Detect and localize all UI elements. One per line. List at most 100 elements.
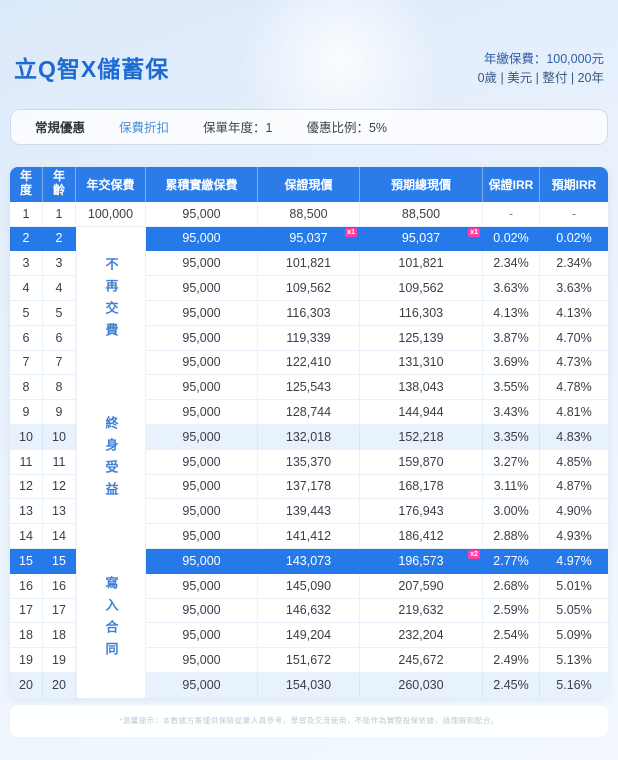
cell-expected-irr: 5.09% — [540, 623, 608, 649]
cell-guaranteed-cash-value: 109,562 — [258, 276, 360, 301]
cell-age: 3 — [43, 251, 76, 277]
cell-age: 5 — [43, 300, 76, 326]
column-header: 保證IRR — [483, 166, 540, 202]
cell-expected-total-value: 176,943 — [360, 499, 483, 525]
cell-policy-year: 19 — [10, 648, 43, 673]
cell-guaranteed-cash-value: 145,090 — [258, 573, 360, 599]
cell-policy-year: 3 — [10, 251, 43, 277]
cell-age: 13 — [43, 499, 76, 525]
cell-guaranteed-irr: 2.68% — [483, 573, 540, 599]
table-header-row: 年度 年齡 年交保費 累積實繳保費 保證現價 預期總現價 保證IRR 預期IRR — [10, 166, 608, 202]
cell-expected-irr: - — [540, 202, 608, 227]
cell-guaranteed-irr: - — [483, 201, 540, 227]
cell-guaranteed-irr: 3.43% — [483, 400, 540, 425]
column-header: 累積實繳保費 — [146, 166, 258, 202]
cell-age: 2 — [43, 226, 76, 252]
cell-cumulative-premium: 95,000 — [146, 325, 258, 351]
cell-age: 6 — [43, 325, 76, 351]
insured-profile-text: 0歲 | 美元 | 整付 | 20年 — [477, 71, 604, 86]
cell-guaranteed-irr: 2.88% — [483, 524, 540, 549]
cell-expected-irr: 3.63% — [540, 276, 608, 301]
cell-guaranteed-cash-value: 141,412 — [258, 524, 360, 549]
cell-guaranteed-irr: 3.55% — [483, 375, 540, 401]
cell-expected-total-value: 138,043 — [360, 375, 483, 401]
cell-cumulative-premium: 95,000 — [146, 375, 258, 401]
multiplier-badge: x1 — [345, 227, 357, 237]
cell-guaranteed-cash-value: 128,744 — [258, 400, 360, 425]
cell-expected-irr: 4.81% — [540, 400, 608, 425]
cell-policy-year: 20 — [10, 672, 43, 698]
cell-cumulative-premium: 95,000 — [146, 648, 258, 673]
cell-expected-total-value: 186,412 — [360, 524, 483, 549]
cell-expected-irr: 4.70% — [540, 326, 608, 351]
cell-guaranteed-cash-value: 119,339 — [258, 325, 360, 351]
cell-guaranteed-irr: 3.00% — [483, 499, 540, 525]
cell-age: 19 — [43, 648, 76, 673]
cell-expected-total-value: 159,870 — [360, 449, 483, 475]
cell-expected-irr: 4.97% — [540, 548, 608, 574]
cell-expected-irr: 4.93% — [540, 524, 608, 549]
multiplier-badge: x1 — [468, 227, 480, 237]
cell-policy-year: 15 — [10, 548, 43, 574]
cell-expected-total-value: 116,303 — [360, 300, 483, 326]
cell-policy-year: 4 — [10, 276, 43, 301]
cell-guaranteed-cash-value: 116,303 — [258, 300, 360, 326]
cell-expected-irr: 5.05% — [540, 599, 608, 624]
cell-policy-year: 10 — [10, 424, 43, 450]
cell-expected-total-value: 168,178 — [360, 474, 483, 500]
cell-expected-total-value: 232,204 — [360, 623, 483, 649]
cell-expected-total-value: 207,590 — [360, 573, 483, 599]
cell-policy-year: 5 — [10, 300, 43, 326]
policy-meta: 年繳保費：100,000元 0歲 | 美元 | 整付 | 20年 — [478, 50, 604, 89]
merged-premium-column: 不再交費 終身受益 寫入合同 — [76, 226, 146, 698]
cell-guaranteed-irr: 4.13% — [483, 300, 540, 326]
table-body: 不再交費 終身受益 寫入合同 1 1 100,000 95,000 88,500… — [10, 201, 608, 698]
cell-guaranteed-irr: 0.02% — [483, 226, 540, 252]
cell-cumulative-premium: 95,000 — [146, 226, 258, 252]
table-row: 1 1 100,000 95,000 88,500 88,500 - - — [10, 201, 608, 227]
promo-discount-ratio: 優惠比例：5% — [306, 121, 388, 136]
promo-policy-year: 保單年度：1 — [203, 121, 273, 136]
cell-guaranteed-cash-value: 146,632 — [258, 598, 360, 624]
cell-cumulative-premium: 95,000 — [146, 524, 258, 549]
page-title: 立Q智X儲蓄保 — [14, 56, 170, 82]
cell-expected-total-value: 260,030 — [360, 672, 483, 698]
cell-expected-irr: 4.83% — [540, 424, 608, 450]
cell-cumulative-premium: 95,000 — [146, 424, 258, 450]
cell-expected-total-value: 125,139 — [360, 325, 483, 351]
promo-type-link[interactable]: 保費折扣 — [119, 121, 170, 136]
column-header: 年齡 — [43, 166, 76, 202]
cell-age: 8 — [43, 375, 76, 401]
column-header: 年交保費 — [76, 166, 146, 202]
cell-guaranteed-cash-value: 139,443 — [258, 499, 360, 525]
cell-cumulative-premium: 95,000 — [146, 598, 258, 624]
promo-bar: 常規優惠 保費折扣 保單年度：1 優惠比例：5% — [10, 108, 608, 145]
page-header: 立Q智X儲蓄保 年繳保費：100,000元 0歲 | 美元 | 整付 | 20年 — [14, 0, 604, 89]
cell-guaranteed-cash-value: 149,204 — [258, 623, 360, 649]
multiplier-badge: x2 — [468, 549, 480, 559]
cell-expected-total-value: 219,632 — [360, 598, 483, 624]
cell-cumulative-premium: 95,000 — [146, 350, 258, 376]
column-header: 預期總現價 — [360, 166, 483, 202]
cell-cumulative-premium: 95,000 — [146, 449, 258, 475]
disclaimer-text: *溫馨提示：本數據方案僅供保險從業人員參考、學習及交流使用，不能作為實際投保依據… — [119, 716, 499, 726]
cell-age: 12 — [43, 474, 76, 500]
cell-policy-year: 6 — [10, 325, 43, 351]
cell-guaranteed-irr: 2.45% — [483, 672, 540, 698]
cell-expected-irr: 4.85% — [540, 450, 608, 475]
cell-annual-premium: 100,000 — [76, 201, 146, 227]
cell-age: 1 — [43, 201, 76, 227]
cell-guaranteed-cash-value: 143,073 — [258, 548, 360, 574]
cell-age: 14 — [43, 524, 76, 549]
cell-expected-total-value: 101,821 — [360, 251, 483, 277]
cell-cumulative-premium: 95,000 — [146, 548, 258, 574]
cell-expected-irr: 2.34% — [540, 251, 608, 277]
cell-guaranteed-irr: 2.59% — [483, 598, 540, 624]
disclaimer-box: *溫馨提示：本數據方案僅供保險從業人員參考、學習及交流使用，不能作為實際投保依據… — [10, 704, 608, 737]
cell-guaranteed-cash-value: 125,543 — [258, 375, 360, 401]
cell-age: 9 — [43, 400, 76, 425]
cell-cumulative-premium: 95,000 — [146, 276, 258, 301]
cell-expected-irr: 0.02% — [540, 226, 608, 252]
cell-expected-irr: 4.90% — [540, 499, 608, 525]
